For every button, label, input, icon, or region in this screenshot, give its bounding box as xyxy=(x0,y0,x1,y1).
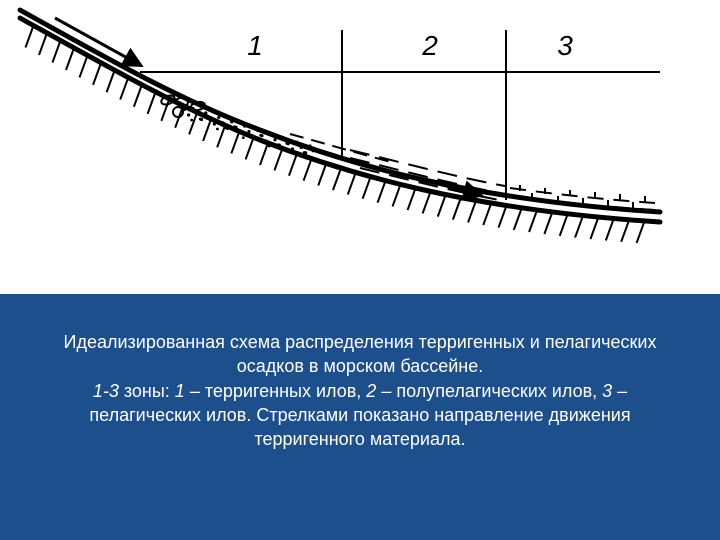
sediment-distribution-diagram: 1 2 3 xyxy=(0,0,720,294)
zone-label-3: 3 xyxy=(557,30,573,61)
zone-label-1: 1 xyxy=(247,30,263,61)
diagram-container: 1 2 3 xyxy=(0,0,720,294)
legend-range: 1-3 xyxy=(93,381,119,401)
legend-z2-txt: – полупелагических илов, xyxy=(376,381,602,401)
legend-z1-txt: – терригенных илов, xyxy=(185,381,366,401)
legend-zones-word: зоны: xyxy=(119,381,175,401)
legend-z2-num: 2 xyxy=(366,381,376,401)
zone-label-2: 2 xyxy=(421,30,438,61)
caption-block: Идеализированная схема распределения тер… xyxy=(0,330,720,451)
zone2-dash-2 xyxy=(360,168,505,201)
legend-z1-num: 1 xyxy=(175,381,185,401)
flow-arrow-1 xyxy=(330,155,480,195)
flow-arrow-0 xyxy=(55,18,140,65)
caption-line1: Идеализированная схема распределения тер… xyxy=(64,332,657,376)
legend-z3-num: 3 xyxy=(602,381,612,401)
slide: 1 2 3 Идеализированная схема распределения… xyxy=(0,0,720,540)
